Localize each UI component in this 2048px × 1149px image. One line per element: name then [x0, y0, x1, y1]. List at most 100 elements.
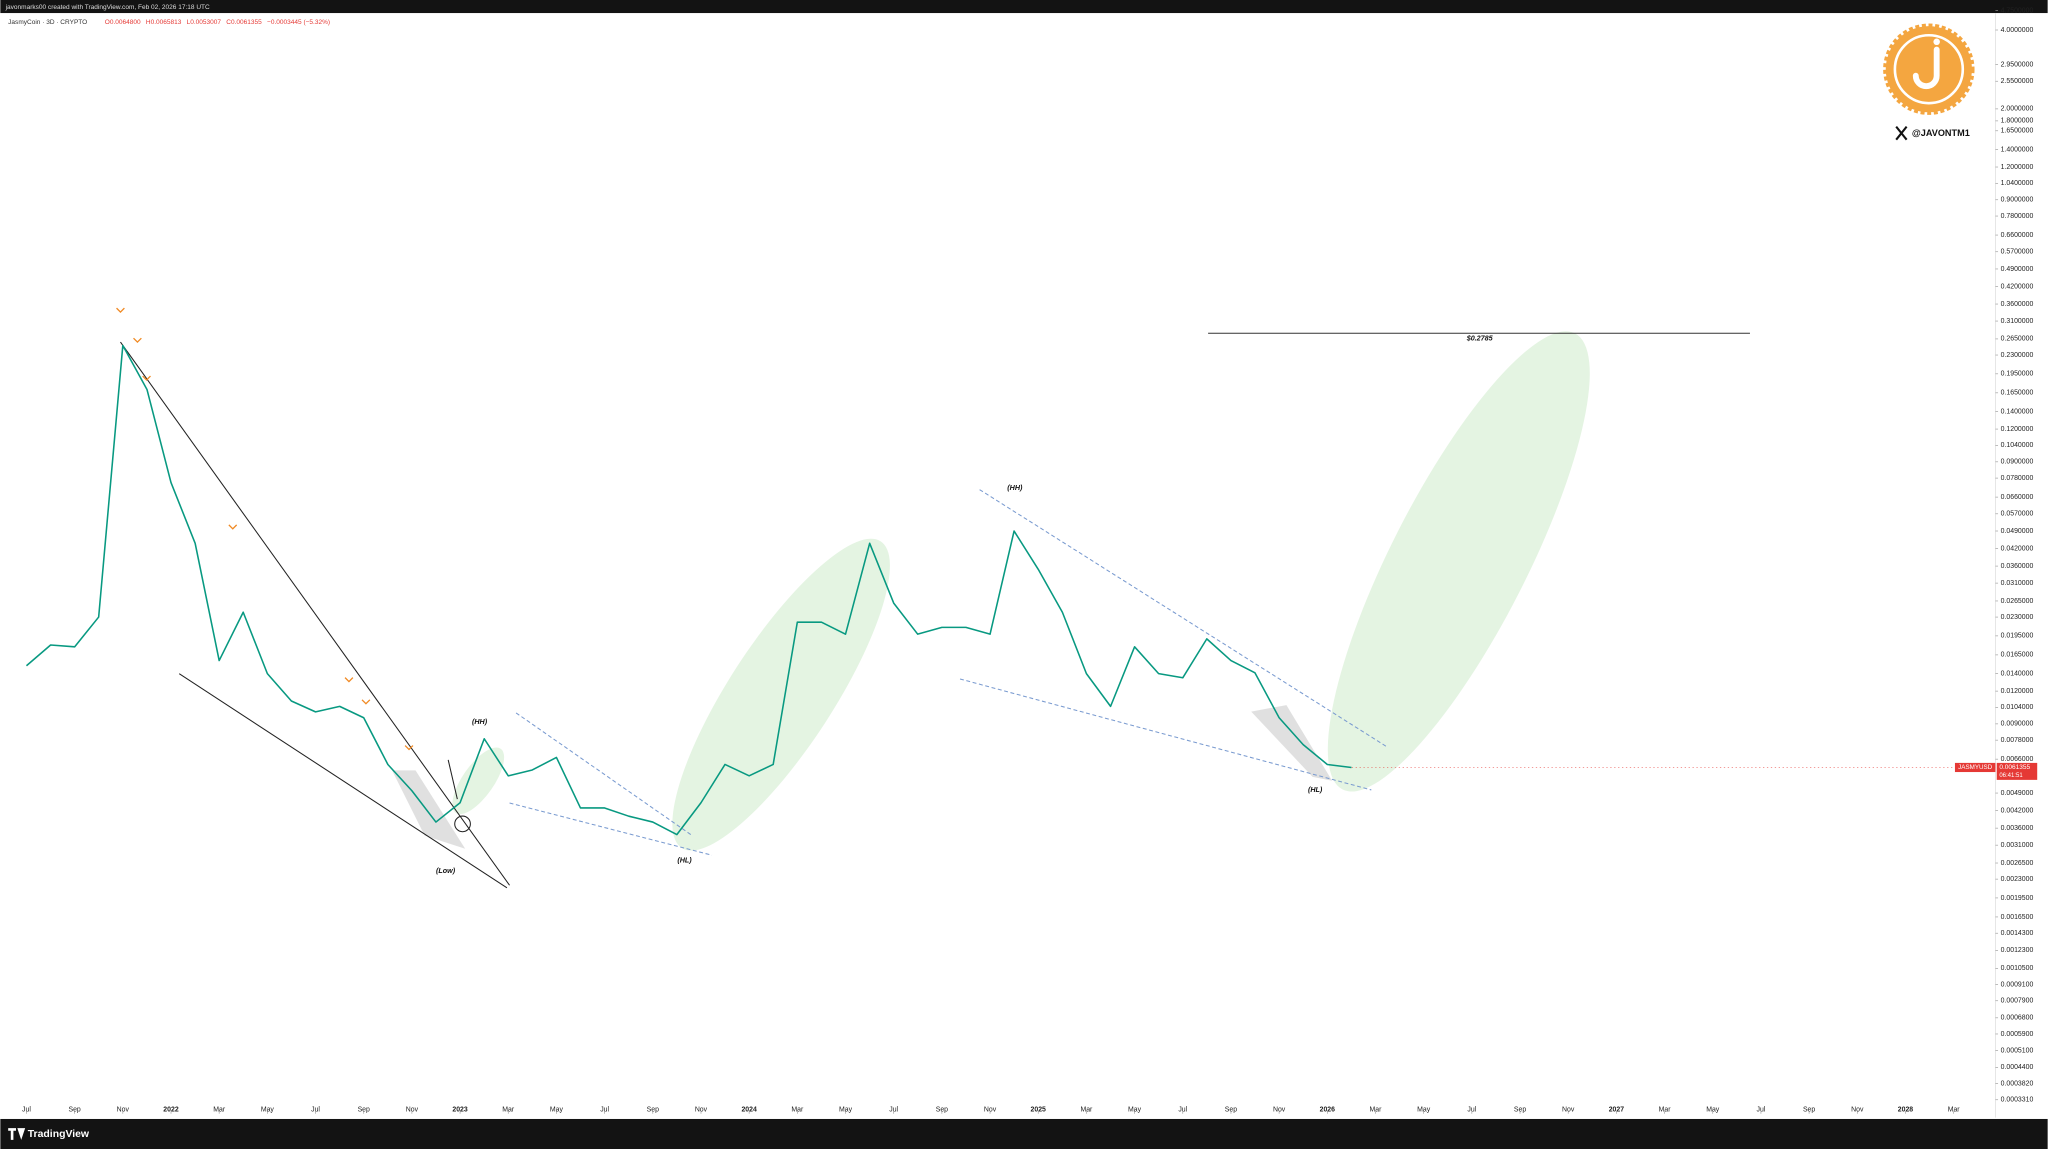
y-tick-label: 0.1200000 — [2001, 426, 2034, 433]
x-tick-label: Sep — [647, 1107, 659, 1114]
x-tick-label: Nov — [695, 1107, 708, 1114]
ohlc-value: L0.0053007 — [187, 19, 222, 26]
y-tick-label: 4.7500000 — [2001, 7, 2034, 14]
y-tick-label: 0.0104000 — [2001, 704, 2034, 711]
y-tick-label: 0.0009100 — [2001, 981, 2034, 988]
y-tick-label: 0.3100000 — [2001, 318, 2034, 325]
y-tick-label: 0.0780000 — [2001, 475, 2034, 482]
x-tick-label: Nov — [1273, 1107, 1286, 1114]
y-tick-label: 0.0066000 — [2001, 756, 2034, 763]
ohlc-value: C0.0061355 — [226, 19, 262, 26]
shade — [1251, 705, 1333, 781]
chevron — [344, 677, 354, 683]
watermark: @JAVONTM1 — [1912, 128, 1970, 138]
logo-ring — [1893, 33, 1965, 105]
circle-marker — [454, 815, 471, 833]
trendline — [979, 489, 1388, 748]
x-tick-label: Sep — [936, 1107, 948, 1114]
trendline — [959, 678, 1372, 791]
y-tick-label: 4.0000000 — [2001, 27, 2034, 34]
arrow — [447, 759, 458, 800]
annotation: (HL) — [1308, 786, 1323, 794]
y-tick-label: 0.0036000 — [2001, 825, 2034, 832]
y-tick-label: 1.6500000 — [2001, 128, 2034, 135]
x-tick-label: Nov — [1851, 1107, 1864, 1114]
x-tick-label: Nov — [117, 1107, 130, 1114]
ohlc-value: H0.0065813 — [146, 19, 182, 26]
x-tick-label: 2028 — [1898, 1107, 1914, 1114]
y-tick-label: 0.6600000 — [2001, 232, 2034, 239]
symbol-tag — [1954, 762, 1996, 773]
ohlc-value: O0.0064800 — [105, 19, 141, 26]
y-tick-label: 0.0900000 — [2001, 459, 2034, 466]
x-tick-label: 2027 — [1609, 1107, 1625, 1114]
x-tick-label: May — [261, 1107, 275, 1114]
y-tick-label: 0.0570000 — [2001, 511, 2034, 518]
footer-bar — [0, 1118, 2048, 1149]
logo: @JAVONTM1 — [1883, 23, 1975, 141]
x-tick-label: Mar — [213, 1107, 226, 1114]
x-tick-label: Sep — [358, 1107, 370, 1114]
y-tick-label: 1.0400000 — [2001, 180, 2034, 187]
annotation: (HL) — [677, 856, 692, 864]
chevron — [361, 699, 371, 705]
x-tick-label: May — [1706, 1107, 1720, 1114]
chevron — [142, 375, 151, 381]
y-tick-label: 0.1040000 — [2001, 442, 2034, 449]
x-tick-label: May — [839, 1107, 853, 1114]
price-tag — [1996, 762, 2038, 780]
trendline — [515, 712, 693, 837]
y-tick-label: 0.0140000 — [2001, 670, 2034, 677]
logo-dot — [1933, 38, 1940, 46]
x-tick-label: Nov — [1562, 1107, 1575, 1114]
y-tick-label: 0.7800000 — [2001, 213, 2034, 220]
x-tick-label: Jul — [311, 1107, 320, 1114]
x-tick-label: Jul — [1757, 1107, 1766, 1114]
x-tick-label: Nov — [984, 1107, 997, 1114]
x-tick-label: 2023 — [452, 1107, 468, 1114]
y-tick-label: 0.0490000 — [2001, 528, 2034, 535]
y-tick-label: 0.0310000 — [2001, 580, 2034, 587]
y-tick-label: 0.0165000 — [2001, 652, 2034, 659]
x-tick-label: 2022 — [163, 1107, 179, 1114]
y-tick-label: 0.0031000 — [2001, 842, 2034, 849]
y-tick-label: 0.0005900 — [2001, 1031, 2034, 1038]
y-tick-label: 0.0003820 — [2001, 1080, 2034, 1087]
y-tick-label: 1.8000000 — [2001, 118, 2034, 125]
x-tick-label: Mar — [1948, 1107, 1961, 1114]
symbol: JasmyCoin · 3D · CRYPTO — [8, 19, 87, 26]
y-tick-label: 0.0660000 — [2001, 494, 2034, 501]
x-tick-label: Sep — [1225, 1107, 1237, 1114]
y-tick-label: 0.0007900 — [2001, 998, 2034, 1005]
y-tick-label: 0.0090000 — [2001, 721, 2034, 728]
y-tick-label: 0.0023000 — [2001, 876, 2034, 883]
trendline — [178, 673, 508, 889]
projection-ellipse — [1327, 331, 1590, 792]
y-tick-label: 0.1400000 — [2001, 408, 2034, 415]
x-icon — [1895, 125, 1908, 141]
projection-ellipse — [672, 538, 890, 851]
y-tick-label: 0.0006800 — [2001, 1015, 2034, 1022]
dashed-lines — [509, 489, 1388, 856]
symbol-tag-label: JASMYUSD — [1958, 764, 1993, 771]
y-tick-label: 0.0195000 — [2001, 633, 2034, 640]
x-tick-label: Mar — [1370, 1107, 1383, 1114]
ohlc: O0.0064800 H0.0065813 L0.0053007 C0.0061355… — [105, 19, 330, 26]
x-tick-label: Sep — [68, 1107, 80, 1114]
y-tick-label: 0.3600000 — [2001, 301, 2034, 308]
y-tick-label: 0.9000000 — [2001, 197, 2034, 204]
x-tick-label: Jul — [1178, 1107, 1187, 1114]
y-tick-label: 1.4000000 — [2001, 146, 2034, 153]
y-tick-label: 0.0230000 — [2001, 614, 2034, 621]
y-tick-label: 0.5700000 — [2001, 249, 2034, 256]
header-text: javonmarks00 created with TradingView.co… — [5, 4, 210, 11]
logo-badge — [1883, 23, 1975, 115]
annotation: (Low) — [436, 867, 456, 875]
trendline — [120, 341, 510, 886]
x-tick-label: Nov — [406, 1107, 419, 1114]
y-tick-label: 0.4200000 — [2001, 283, 2034, 290]
y-tick-label: 0.0360000 — [2001, 563, 2034, 570]
peak-markers — [116, 307, 414, 751]
x-tick-label: 2024 — [741, 1107, 757, 1114]
